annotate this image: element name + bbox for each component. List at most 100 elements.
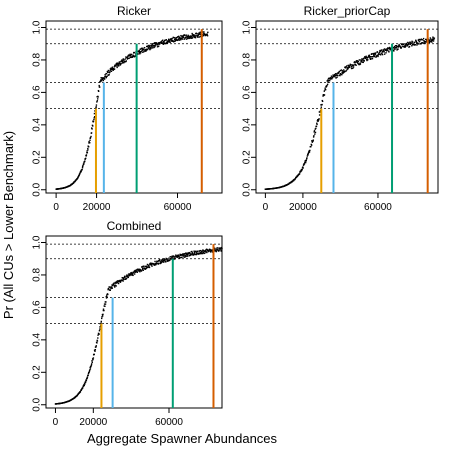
data-point <box>143 270 144 271</box>
data-point <box>322 101 323 102</box>
data-point <box>154 46 155 47</box>
data-point <box>134 52 135 53</box>
x-tick-label-combined: 60000 <box>155 417 183 428</box>
data-point <box>92 125 93 126</box>
data-point <box>347 68 348 69</box>
data-point <box>147 49 148 50</box>
x-tick-label-ricker: 60000 <box>164 202 192 213</box>
data-point <box>122 280 123 281</box>
data-point <box>100 322 101 323</box>
data-point <box>409 46 410 47</box>
plot-frame-ricker-priorcap <box>256 21 438 193</box>
data-point <box>103 80 104 81</box>
data-point <box>397 48 398 49</box>
data-point <box>84 160 85 161</box>
data-point <box>115 65 116 66</box>
panel-title-ricker-priorcap: Ricker_priorCap <box>304 4 391 18</box>
x-axis-label: Aggregate Spawner Abundances <box>87 431 278 446</box>
data-point <box>112 67 113 68</box>
data-point <box>108 70 109 71</box>
data-point <box>311 144 312 145</box>
data-point <box>221 248 222 249</box>
points-ricker-priorcap <box>265 36 435 189</box>
data-point <box>112 287 113 288</box>
data-point <box>387 50 388 51</box>
y-tick-label-ricker-priorcap: 1.0 <box>242 20 253 34</box>
data-point <box>191 36 192 37</box>
data-point <box>326 85 327 86</box>
data-point <box>403 44 404 45</box>
data-point <box>364 60 365 61</box>
x-tick-label-ricker-priorcap: 60000 <box>364 202 392 213</box>
data-point <box>87 149 88 150</box>
data-point <box>216 251 217 252</box>
data-point <box>93 357 94 358</box>
data-point <box>385 52 386 53</box>
data-point <box>93 119 94 120</box>
data-point <box>118 283 119 284</box>
y-tick-label-ricker: 0.6 <box>32 85 43 99</box>
data-point <box>86 154 87 155</box>
data-point <box>337 75 338 76</box>
data-point <box>139 271 140 272</box>
data-point <box>329 80 330 81</box>
data-point <box>363 62 364 63</box>
data-point <box>125 58 126 59</box>
y-tick-label-ricker-priorcap: 0.0 <box>242 182 253 196</box>
data-point <box>81 169 82 170</box>
data-point <box>104 78 105 79</box>
data-point <box>127 275 128 276</box>
data-point <box>346 65 347 66</box>
data-point <box>163 41 164 42</box>
x-tick-label-ricker-priorcap: 20000 <box>289 202 317 213</box>
data-point <box>101 80 102 81</box>
data-point <box>115 285 116 286</box>
data-point <box>140 52 141 53</box>
data-point <box>375 53 376 54</box>
data-point <box>411 42 412 43</box>
y-tick-label-ricker: 0.8 <box>32 53 43 67</box>
data-point <box>82 165 83 166</box>
data-point <box>91 128 92 129</box>
data-point <box>305 162 306 163</box>
data-point <box>97 96 98 97</box>
data-point <box>430 37 431 38</box>
data-point <box>82 167 83 168</box>
data-point <box>103 309 104 310</box>
data-point <box>96 342 97 343</box>
data-point <box>102 315 103 316</box>
data-point <box>143 266 144 267</box>
data-point <box>327 84 328 85</box>
data-point <box>301 169 302 170</box>
data-point <box>87 375 88 376</box>
data-point <box>431 41 432 42</box>
data-point <box>405 46 406 47</box>
data-point <box>93 121 94 122</box>
data-point <box>154 261 155 262</box>
data-point <box>299 173 300 174</box>
data-point <box>85 382 86 383</box>
data-point <box>194 34 195 35</box>
data-point <box>157 44 158 45</box>
data-point <box>182 38 183 39</box>
data-point <box>355 65 356 66</box>
data-point <box>363 58 364 59</box>
data-point <box>353 64 354 65</box>
data-point <box>370 58 371 59</box>
points-combined <box>55 247 223 405</box>
data-point <box>203 35 204 36</box>
data-point <box>336 77 337 78</box>
x-tick-label-ricker: 0 <box>53 202 59 213</box>
data-point <box>200 32 201 33</box>
data-point <box>315 132 316 133</box>
data-point <box>313 139 314 140</box>
data-point <box>154 42 155 43</box>
data-point <box>381 49 382 50</box>
data-point <box>99 330 100 331</box>
data-point <box>216 247 217 248</box>
data-point <box>183 37 184 38</box>
data-point <box>172 257 173 258</box>
data-point <box>96 345 97 346</box>
data-point <box>377 51 378 52</box>
data-point <box>80 171 81 172</box>
